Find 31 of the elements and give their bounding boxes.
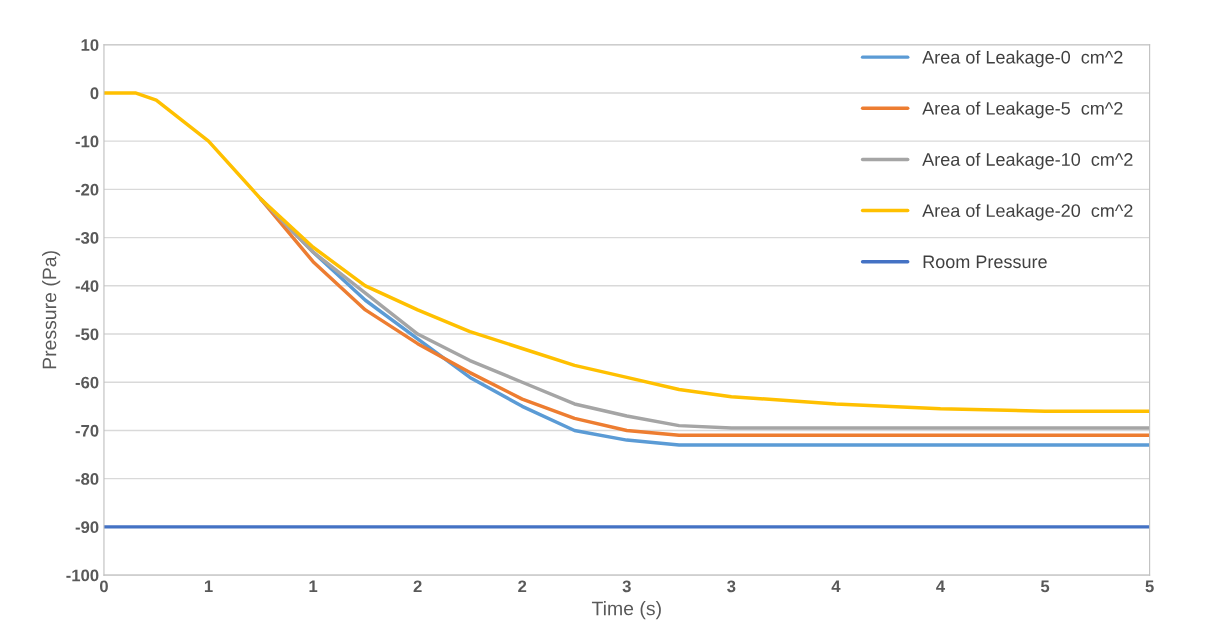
legend-label: Area of Leakage-20 cm^2	[922, 203, 1133, 221]
x-tick-label: 1	[204, 580, 213, 593]
x-tick-label: 5	[1040, 580, 1050, 593]
y-tick-label: -20	[75, 183, 99, 196]
y-tick-label: 0	[90, 87, 99, 100]
y-tick-label: -50	[75, 328, 99, 341]
y-tick-label: -70	[75, 424, 99, 437]
y-tick-label: -10	[75, 135, 99, 148]
x-tick-label: 5	[1145, 580, 1154, 593]
y-tick-label: 10	[81, 39, 99, 51]
x-axis-title: Time (s)	[591, 601, 661, 620]
legend-label: Area of Leakage-10 cm^2	[922, 152, 1133, 170]
x-tick-label: 4	[936, 580, 946, 593]
y-tick-label: -40	[75, 280, 99, 293]
legend-label: Area of Leakage-0 cm^2	[922, 50, 1123, 68]
x-tick-label: 1	[309, 580, 318, 593]
x-tick-label: 4	[831, 580, 841, 593]
y-tick-label: -100	[66, 569, 99, 582]
y-tick-label: -80	[75, 473, 99, 485]
x-tick-label: 3	[622, 580, 631, 593]
y-tick-label: -90	[75, 521, 99, 534]
y-axis-title: Pressure (Pa)	[42, 251, 61, 369]
y-tick-label: -60	[75, 376, 99, 389]
x-tick-label: 2	[413, 580, 422, 593]
legend-label: Room Pressure	[923, 255, 1047, 269]
y-tick-label: -30	[75, 231, 99, 244]
x-tick-label: 3	[727, 580, 736, 593]
x-tick-label: 2	[518, 580, 527, 593]
legend-label: Area of Leakage-5 cm^2	[922, 101, 1123, 119]
line-series	[103, 91, 1150, 413]
x-tick-label: 0	[99, 580, 108, 593]
